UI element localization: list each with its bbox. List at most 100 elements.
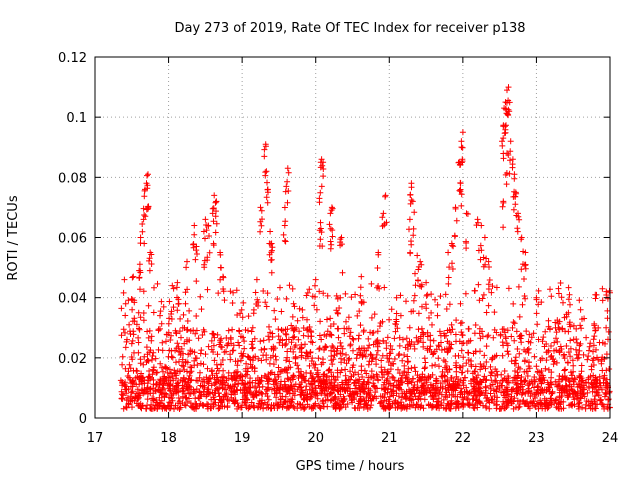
data-point bbox=[354, 351, 361, 358]
data-point bbox=[594, 354, 600, 361]
data-point bbox=[385, 381, 392, 387]
data-point bbox=[395, 352, 402, 359]
data-point bbox=[569, 375, 576, 382]
data-point bbox=[290, 334, 297, 341]
data-point bbox=[210, 331, 217, 338]
data-point bbox=[118, 305, 125, 312]
data-point bbox=[578, 362, 585, 369]
data-point bbox=[430, 337, 437, 344]
data-point bbox=[411, 382, 418, 388]
data-point bbox=[381, 371, 387, 378]
data-point bbox=[330, 356, 337, 363]
data-point bbox=[148, 405, 154, 412]
data-point bbox=[157, 400, 164, 407]
data-point bbox=[590, 372, 597, 379]
data-point bbox=[324, 403, 331, 410]
data-point bbox=[173, 329, 179, 336]
data-point bbox=[521, 358, 528, 365]
data-point bbox=[123, 404, 130, 411]
data-point bbox=[446, 301, 453, 308]
data-point bbox=[499, 138, 505, 145]
data-point bbox=[302, 355, 309, 362]
data-point bbox=[155, 327, 162, 334]
data-point bbox=[412, 282, 419, 289]
data-point bbox=[334, 374, 341, 380]
data-point bbox=[165, 320, 172, 327]
data-point bbox=[273, 387, 280, 394]
data-point bbox=[379, 318, 386, 325]
data-point bbox=[249, 344, 256, 351]
data-point bbox=[367, 351, 374, 358]
data-point bbox=[221, 379, 228, 386]
data-point bbox=[414, 252, 421, 259]
data-point bbox=[316, 404, 323, 411]
data-point bbox=[306, 362, 313, 369]
data-point bbox=[295, 336, 302, 343]
data-point bbox=[459, 129, 466, 136]
data-point bbox=[166, 315, 173, 322]
data-point bbox=[162, 363, 168, 370]
data-point bbox=[412, 270, 418, 277]
data-point bbox=[445, 249, 452, 256]
data-point bbox=[257, 204, 264, 211]
data-point bbox=[213, 370, 220, 377]
data-point bbox=[427, 343, 434, 350]
data-point bbox=[369, 355, 376, 362]
data-point bbox=[381, 366, 388, 373]
data-point bbox=[144, 182, 151, 189]
data-point bbox=[222, 386, 228, 393]
data-point bbox=[538, 387, 545, 394]
data-point bbox=[541, 395, 548, 402]
data-point bbox=[202, 235, 208, 242]
data-point bbox=[117, 377, 124, 384]
data-point bbox=[309, 380, 316, 387]
data-point bbox=[486, 405, 493, 412]
data-point bbox=[184, 318, 191, 324]
data-point bbox=[374, 265, 381, 271]
data-point bbox=[160, 368, 166, 375]
data-point bbox=[277, 336, 284, 343]
data-point bbox=[327, 397, 334, 404]
data-point bbox=[458, 319, 465, 326]
data-point bbox=[175, 389, 182, 396]
data-point bbox=[483, 343, 490, 350]
data-point bbox=[595, 324, 602, 331]
data-point bbox=[250, 306, 257, 313]
data-point bbox=[234, 405, 241, 412]
data-point bbox=[447, 329, 454, 336]
data-point bbox=[271, 307, 278, 314]
data-point bbox=[251, 365, 258, 372]
data-point bbox=[196, 374, 203, 381]
data-point bbox=[464, 368, 471, 375]
data-point bbox=[411, 364, 418, 371]
y-tick-label: 0.02 bbox=[58, 352, 87, 367]
data-point bbox=[185, 386, 191, 393]
data-point bbox=[132, 393, 139, 400]
data-point bbox=[262, 172, 269, 179]
data-point bbox=[453, 359, 460, 366]
data-point bbox=[174, 294, 180, 301]
data-point bbox=[538, 380, 545, 386]
data-point bbox=[465, 396, 471, 403]
data-point bbox=[267, 354, 274, 361]
data-point bbox=[344, 401, 351, 407]
data-point bbox=[446, 345, 453, 351]
data-point bbox=[453, 338, 459, 345]
data-point bbox=[142, 213, 149, 220]
data-point bbox=[264, 401, 271, 408]
data-point bbox=[473, 374, 480, 381]
data-point bbox=[463, 245, 470, 252]
data-point bbox=[286, 404, 293, 411]
data-point bbox=[457, 180, 464, 187]
data-point bbox=[330, 373, 337, 380]
data-point bbox=[216, 367, 222, 374]
data-point bbox=[482, 261, 489, 268]
data-point bbox=[284, 369, 291, 376]
data-point bbox=[182, 289, 189, 296]
data-point bbox=[472, 322, 479, 328]
data-point bbox=[492, 372, 499, 379]
data-point bbox=[184, 385, 190, 392]
data-point bbox=[397, 381, 404, 388]
data-point bbox=[593, 346, 599, 353]
data-point bbox=[280, 327, 286, 334]
